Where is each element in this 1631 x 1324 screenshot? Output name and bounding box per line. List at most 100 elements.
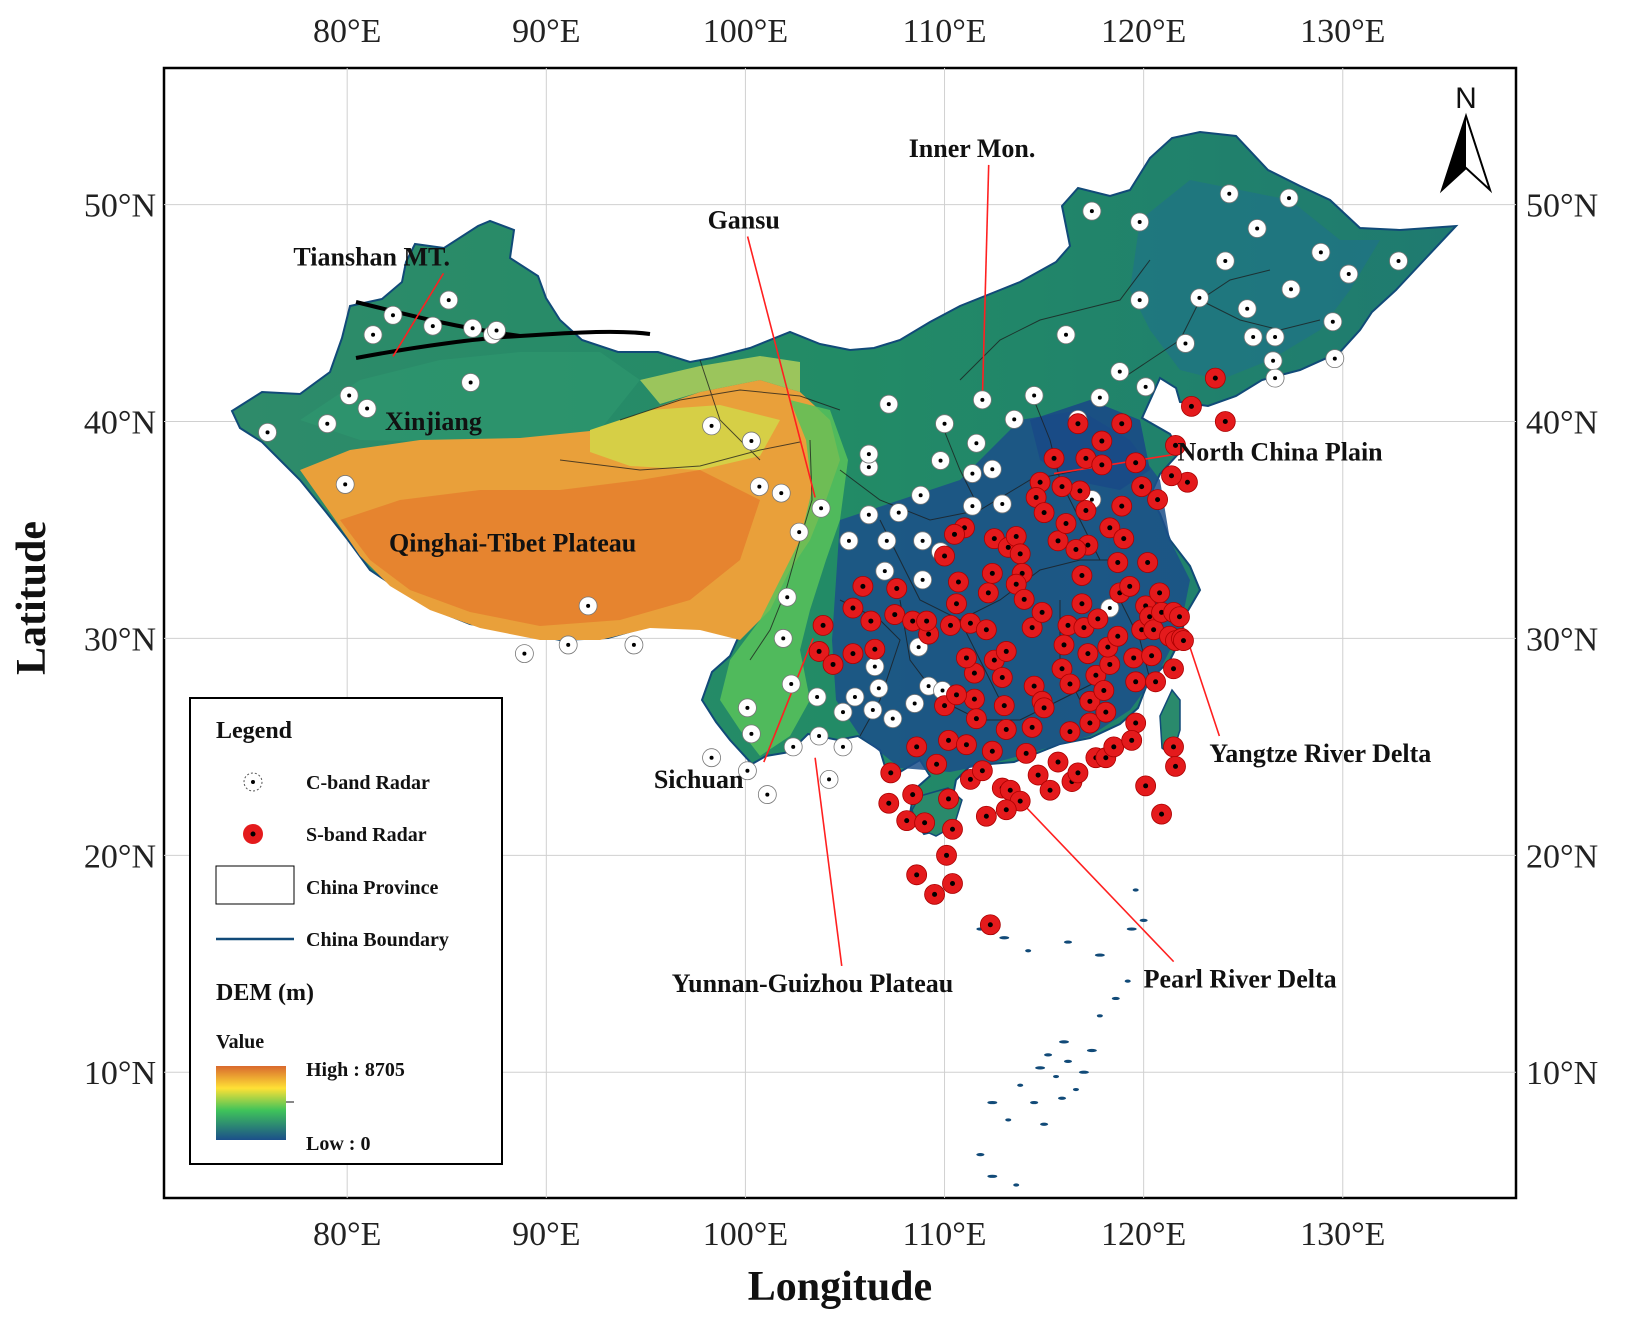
lon-tick-top-0: 80°E: [313, 13, 381, 50]
s-band-radar: [1059, 673, 1081, 695]
s-band-dot: [973, 716, 979, 722]
s-band-radar: [1071, 593, 1093, 615]
s-band-dot: [1151, 627, 1157, 633]
province-symbol: [215, 865, 295, 905]
s-band-radar: [1091, 454, 1113, 476]
s-band-dot: [1029, 625, 1035, 631]
lon-tick-top-5: 130°E: [1300, 13, 1385, 50]
s-band-dot: [1133, 679, 1139, 685]
s-band-radar: [956, 647, 977, 669]
s-band-radar: [956, 734, 977, 756]
c-band-dot: [918, 493, 923, 498]
c-band-dot: [1332, 356, 1337, 361]
region-label-tianshan: Tianshan MT.: [293, 242, 450, 271]
c-band-dot: [789, 681, 794, 686]
c-band-dot: [785, 595, 790, 600]
s-band-radar: [902, 784, 924, 805]
s-band-dot: [1171, 744, 1177, 750]
c-band-dot: [884, 538, 889, 543]
c-band-dot: [1346, 272, 1351, 277]
s-band-dot: [1037, 479, 1043, 485]
s-band-dot: [1133, 460, 1139, 466]
s-band-radar: [1149, 582, 1170, 604]
c-band-radar: [461, 373, 481, 392]
c-band-dot: [631, 642, 636, 647]
s-band-dot: [1188, 403, 1194, 409]
c-band-radar: [783, 737, 803, 757]
c-band-radar: [1082, 201, 1102, 221]
c-band-radar: [883, 709, 903, 729]
island-mark: [1063, 940, 1072, 944]
desert-belt: [640, 356, 800, 404]
legend-c-band: C-band Radar: [243, 772, 430, 794]
c-band-radar: [624, 635, 644, 655]
lat-tick-right-3: 20°N: [1526, 838, 1598, 875]
s-band-dot: [1133, 720, 1139, 726]
s-band-radar: [1071, 565, 1093, 586]
s-band-dot: [1055, 759, 1061, 765]
s-band-radar: [1015, 742, 1037, 764]
c-band-radar: [487, 321, 506, 340]
c-band-dot: [890, 716, 895, 721]
c-band-dot: [365, 406, 370, 411]
s-band-dot: [1115, 633, 1121, 639]
s-band-dot: [1019, 570, 1025, 576]
lat-tick-right-1: 40°N: [1526, 405, 1598, 442]
region-label-gansu: Gansu: [708, 205, 780, 234]
s-band-radar: [1121, 729, 1143, 751]
s-band-dot: [983, 627, 989, 633]
c-band-dot: [265, 430, 270, 435]
leader-sichuan: [763, 638, 814, 763]
c-band-radar: [463, 318, 483, 338]
lon-tick-top-1: 90°E: [512, 13, 580, 50]
s-band-dot: [1099, 438, 1105, 444]
island-mark: [1025, 949, 1032, 953]
c-band-dot: [1396, 259, 1401, 264]
s-band-dot: [991, 657, 997, 663]
lat-tick-left-4: 10°N: [84, 1055, 156, 1092]
s-band-radar: [1067, 762, 1089, 784]
s-band-radar: [1135, 775, 1157, 797]
c-band-dot: [1273, 334, 1278, 339]
s-band-radar: [946, 593, 967, 615]
c-band-radar: [839, 531, 859, 551]
s-band-dot: [985, 590, 991, 596]
s-band-radar: [965, 708, 987, 730]
c-band-radar: [966, 433, 986, 453]
s-band-radar: [981, 740, 1003, 762]
s-band-radar: [1043, 448, 1065, 469]
s-band-dot: [868, 618, 874, 624]
island-mark: [1124, 979, 1131, 983]
s-band-radar: [1021, 617, 1043, 638]
s-band-radar: [1039, 779, 1061, 801]
c-band-radar: [339, 386, 359, 405]
s-band-dot: [1103, 755, 1109, 761]
s-band-radar: [1113, 528, 1135, 550]
lat-tick-right-2: 30°N: [1526, 621, 1598, 658]
s-band-radar: [1079, 690, 1101, 712]
c-band-dot: [446, 298, 451, 303]
c-band-dot: [970, 471, 975, 476]
s-band-dot: [944, 852, 950, 858]
s-band-dot: [1051, 455, 1057, 461]
lat-tick-left-1: 40°N: [84, 405, 156, 442]
s-band-dot: [1013, 581, 1019, 587]
s-band-dot: [1079, 601, 1085, 607]
c-band-radar: [258, 422, 277, 442]
c-band-radar: [357, 399, 377, 418]
c-band-dot: [815, 694, 820, 699]
c-band-dot: [916, 645, 921, 650]
s-band-radar: [1093, 680, 1115, 701]
s-band-dot: [1149, 653, 1155, 659]
c-band-radar: [1265, 327, 1285, 347]
s-band-dot: [1033, 494, 1039, 500]
c-band-radar: [1056, 325, 1076, 345]
c-band-dot: [797, 530, 802, 535]
c-band-radar: [757, 785, 777, 804]
s-band-radar: [916, 610, 938, 632]
c-band-dot: [1097, 395, 1102, 400]
c-band-dot: [468, 380, 473, 385]
s-band-radar: [946, 684, 967, 706]
s-band-radar: [975, 619, 997, 641]
c-band-radar: [1215, 251, 1235, 271]
